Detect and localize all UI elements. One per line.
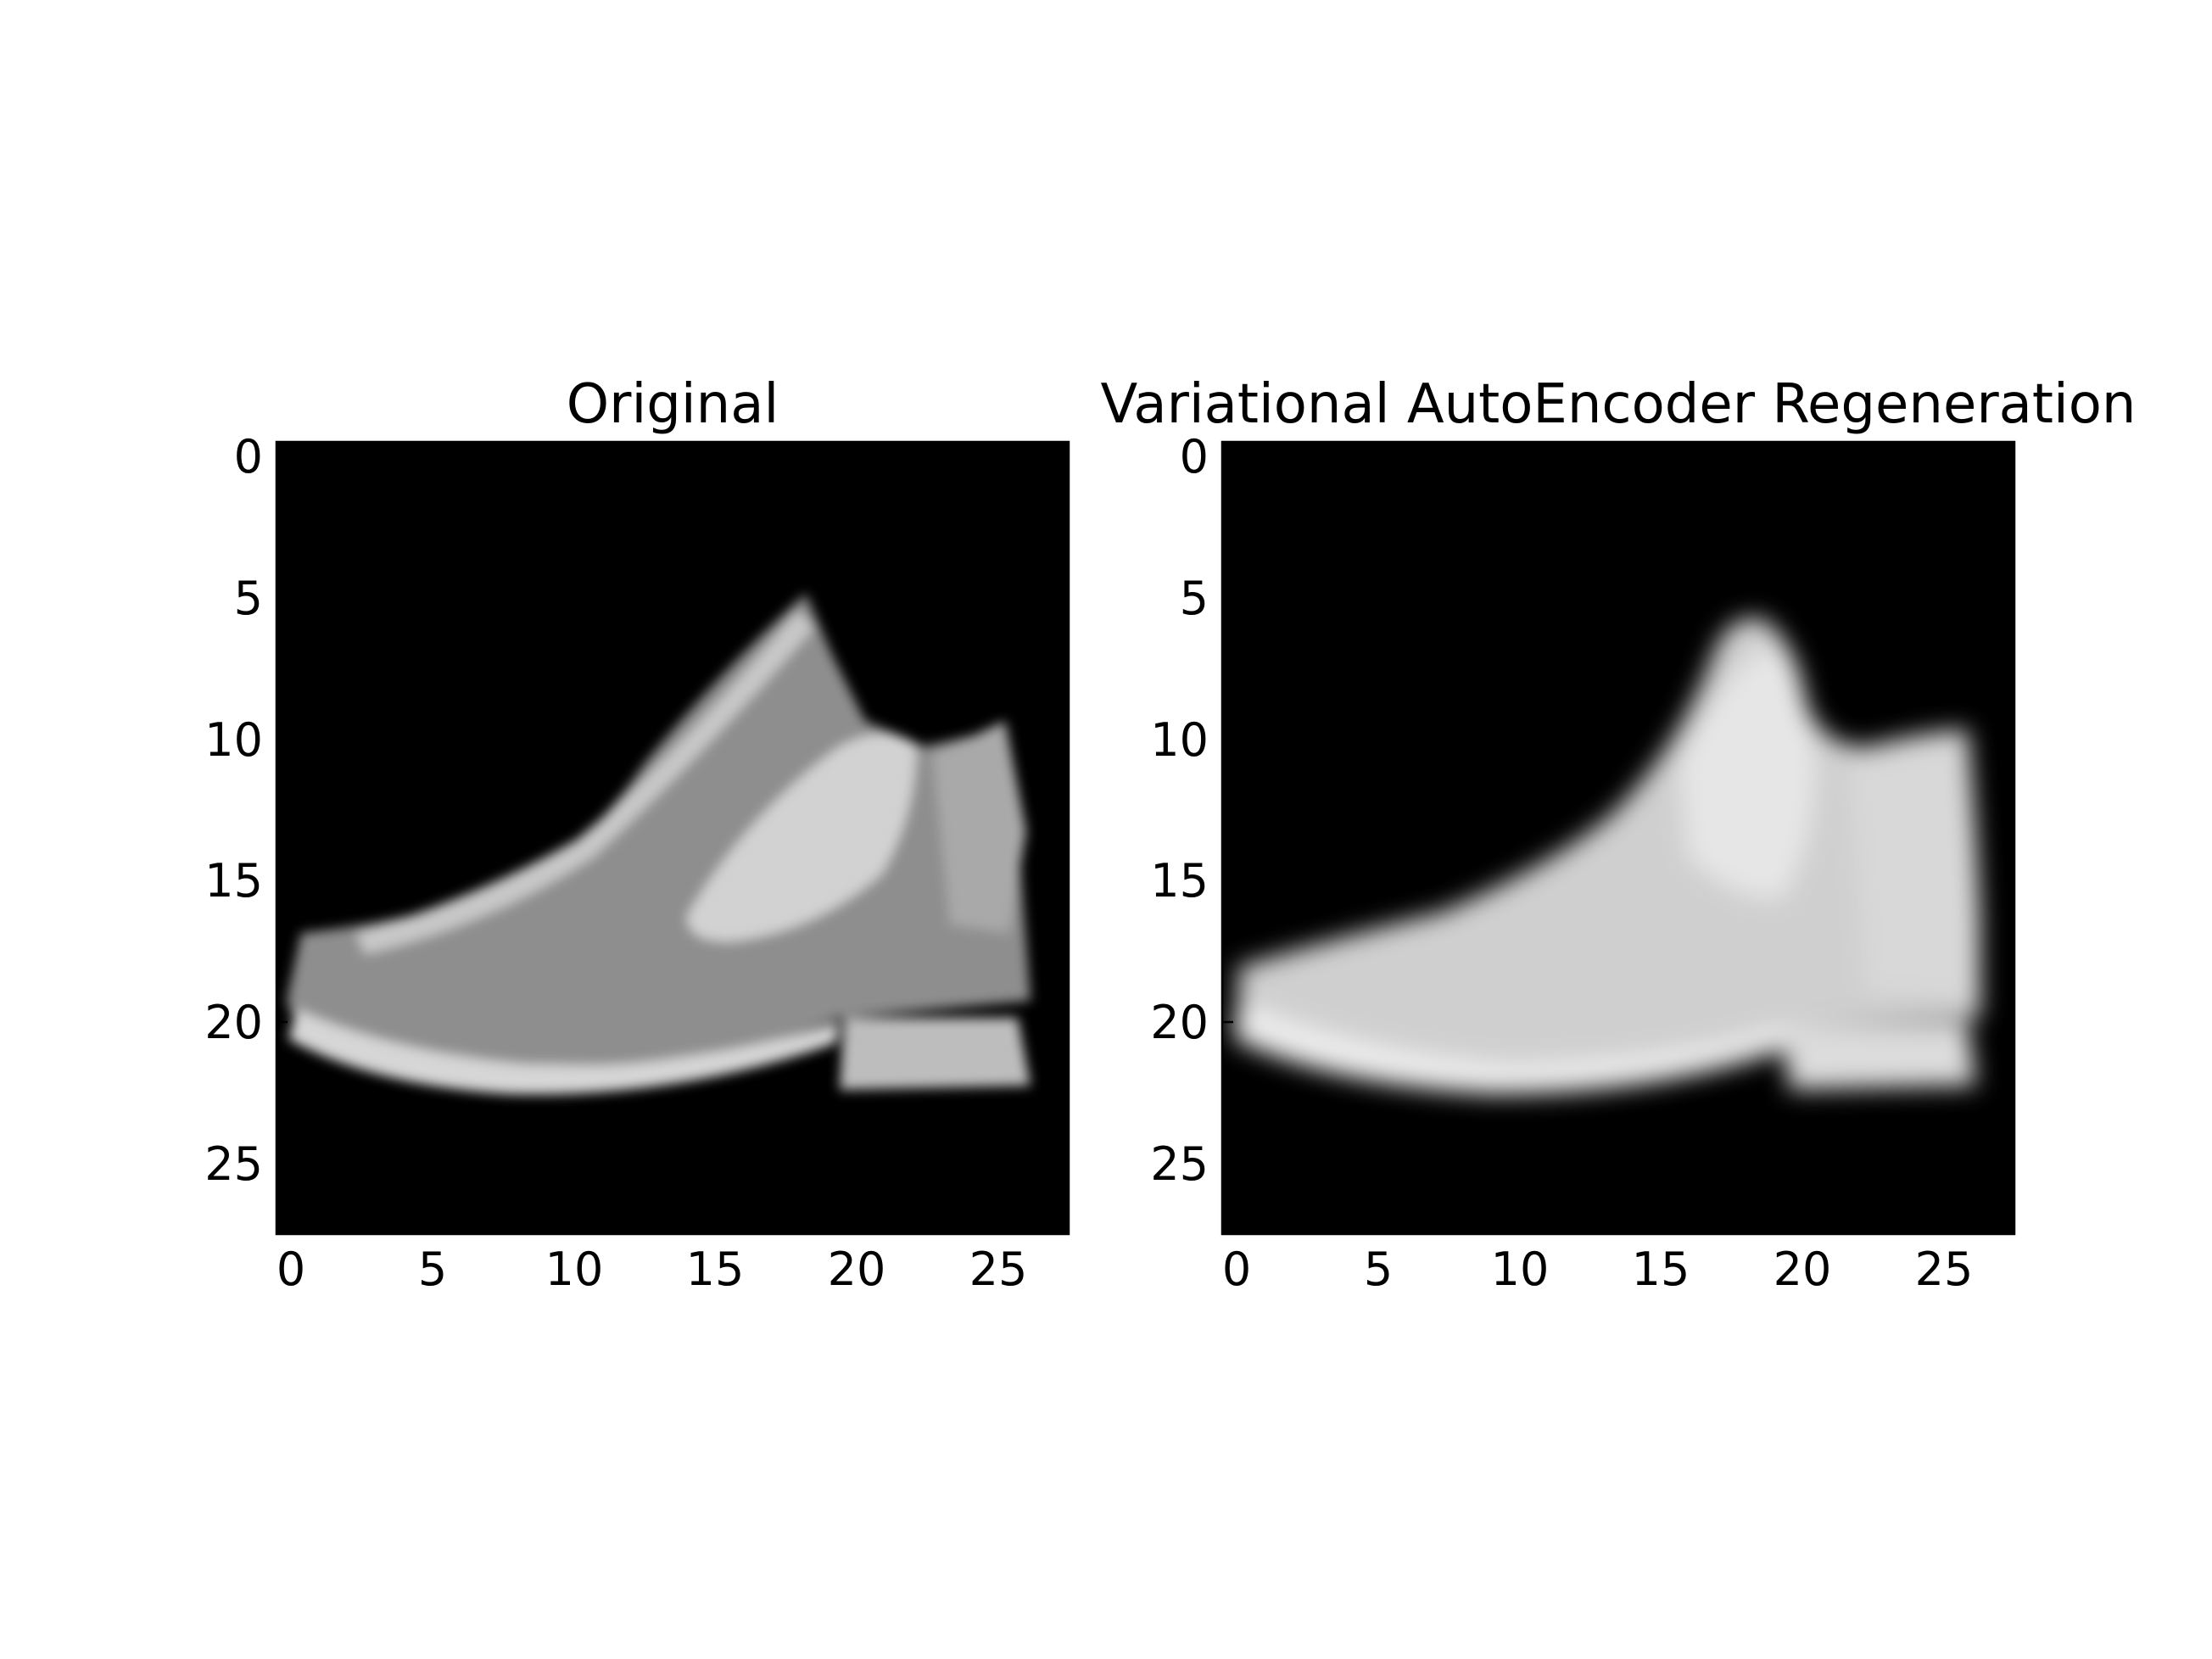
panel-regeneration-title: Variational AutoEncoder Regeneration [1101, 373, 2137, 436]
x-ticks-original [289, 442, 1000, 1234]
panel-original-title: Original [567, 373, 779, 436]
x-tick-label: 20 [828, 1243, 886, 1296]
x-tick-label: 0 [1222, 1243, 1251, 1296]
x-tick-label: 10 [1491, 1243, 1550, 1296]
y-tick-label: 10 [204, 713, 263, 767]
y-ticks-regeneration [1222, 455, 2014, 1165]
y-tick-labels-original: 0 5 10 15 20 25 [204, 430, 263, 1191]
y-tick-label: 25 [1150, 1137, 1209, 1191]
panel-original: Original [204, 373, 1070, 1296]
y-tick-label: 15 [204, 854, 263, 908]
y-tick-labels-regeneration: 0 5 10 15 20 25 [1150, 430, 1209, 1191]
x-tick-label: 15 [1632, 1243, 1690, 1296]
x-ticks-regeneration [1235, 442, 1946, 1234]
x-tick-labels-original: 0 5 10 15 20 25 [276, 1243, 1028, 1296]
shoe-image-original [276, 442, 1069, 1234]
panel-regeneration: Variational AutoEncoder Regeneration [1101, 373, 2137, 1296]
y-tick-label: 10 [1150, 713, 1209, 767]
y-tick-label: 20 [204, 996, 263, 1049]
y-tick-label: 5 [1180, 572, 1209, 625]
x-tick-label: 10 [545, 1243, 604, 1296]
x-tick-label: 25 [1915, 1243, 1974, 1296]
x-tick-label: 25 [969, 1243, 1028, 1296]
y-tick-label: 25 [204, 1137, 263, 1191]
x-tick-label: 20 [1774, 1243, 1832, 1296]
y-tick-label: 5 [234, 572, 263, 625]
y-tick-label: 15 [1150, 854, 1209, 908]
x-tick-labels-regeneration: 0 5 10 15 20 25 [1222, 1243, 1974, 1296]
y-tick-label: 0 [1180, 430, 1209, 483]
shoe-image-regeneration [1222, 442, 2014, 1234]
y-tick-label: 20 [1150, 996, 1209, 1049]
y-tick-label: 0 [234, 430, 263, 483]
x-tick-label: 15 [686, 1243, 745, 1296]
x-tick-label: 5 [1364, 1243, 1393, 1296]
x-tick-label: 0 [276, 1243, 305, 1296]
y-ticks-original [276, 455, 1069, 1165]
x-tick-label: 5 [418, 1243, 447, 1296]
